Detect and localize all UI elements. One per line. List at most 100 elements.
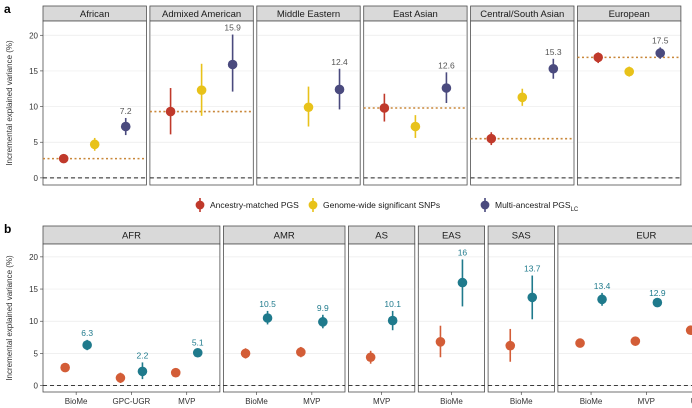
data-point [379,103,390,113]
data-point [60,362,70,373]
legend-label-text: Ancestry-matched PGS [210,200,299,210]
legend-swatch-point [308,200,318,210]
y-tick-label: 15 [29,67,38,76]
data-point [227,59,238,70]
data-point [137,366,148,377]
data-point [575,338,585,348]
facet-strip-label: European [609,9,650,20]
y-axis-title: Incremental explained variance (%) [5,255,14,381]
panel-letter-b: b [4,222,11,236]
legend-label: Multi-ancestral PGSLC [495,200,579,213]
value-label: 13.7 [524,264,541,274]
data-point [517,92,528,103]
legend-label: Genome-wide significant SNPs [323,200,440,210]
data-point [58,153,69,164]
facet-strip-label: EAS [442,231,461,242]
legend-swatch-point [195,200,205,210]
facet-strip-label: Central/South Asian [480,9,564,20]
data-point [196,85,207,95]
data-point [296,347,306,357]
data-point [548,63,559,74]
data-point [486,133,497,144]
data-point [318,317,328,327]
value-label: 17.5 [652,35,669,45]
x-tick-label-biome: BioMe [510,397,533,406]
value-label: 5.1 [192,338,204,348]
facet-strip-label: AS [375,231,388,242]
data-point [457,277,468,288]
facet-panel [42,20,147,186]
facet-panel [487,243,555,393]
value-label: 13.4 [594,281,611,291]
data-point [365,352,376,363]
x-tick-label-biome: BioMe [245,397,268,406]
data-point [593,52,603,63]
data-point [527,292,538,303]
facet-panel [222,243,346,393]
x-tick-label-mvp: MVP [373,397,390,406]
x-tick-label-mvp: MVP [638,397,655,406]
x-tick-label-ukbb: UKBB [691,397,692,406]
value-label: 10.5 [259,299,276,309]
facet-panel [363,20,468,186]
data-point [262,313,273,323]
data-point [120,121,131,132]
y-tick-label: 10 [29,317,38,326]
legend-a: Ancestry-matched PGS Genome-wide signific… [195,198,579,213]
data-point [435,337,446,347]
data-point [441,83,452,93]
chart-b: 0 5 10 15 20 Incremental explained variance (… [5,225,692,406]
x-tick-label-mvp: MVP [303,397,320,406]
y-tick-label: 15 [29,285,38,294]
facet-strip-label: East Asian [393,9,438,20]
data-point [165,106,176,117]
facet-panel [348,243,416,393]
value-label: 10.1 [384,299,401,309]
data-point [89,139,100,150]
legend-swatch-point [480,200,490,210]
value-label: 9.9 [317,303,329,313]
data-point [685,325,692,336]
value-label: 12.9 [649,288,666,298]
facet-strip-label: Middle Eastern [277,9,340,20]
y-tick-label: 10 [29,103,38,112]
legend-label-text: Genome-wide significant SNPs [323,200,440,210]
y-tick-label: 0 [34,382,39,391]
facet-strip-label: AMR [274,231,295,242]
data-point [652,297,663,308]
legend-label-subscript: LC [571,207,579,213]
data-point [192,347,203,358]
value-label: 2.2 [137,350,149,360]
data-point [597,294,607,305]
data-point [303,102,314,113]
y-tick-label: 20 [29,31,38,40]
data-point [240,348,251,359]
facet-strip-label: AFR [122,231,141,242]
y-axis-title: Incremental explained variance (%) [5,40,14,166]
value-label: 16 [458,247,468,257]
facet-strip [557,225,692,245]
y-tick-label: 20 [29,253,38,262]
data-point [410,121,421,132]
y-tick-label: 0 [34,174,39,183]
data-point [115,373,126,383]
facet-strip-label: Admixed American [162,9,241,20]
facet-strip-label: EUR [636,231,656,242]
data-point [82,340,92,350]
chart-a: 0 5 10 15 20 Incremental explained variance (… [5,5,682,186]
data-point [505,340,516,351]
facet-panel [577,20,682,186]
data-point [624,66,634,77]
value-label: 6.3 [81,328,93,338]
value-label: 15.3 [545,47,562,57]
value-label: 7.2 [120,106,132,116]
legend-label: Ancestry-matched PGS [210,200,299,210]
facet-strip-label: SAS [512,231,531,242]
value-label: 12.6 [438,60,455,70]
x-tick-label-mvp: MVP [178,397,195,406]
x-tick-label-biome: BioMe [65,397,88,406]
y-tick-label: 5 [34,138,39,147]
data-point [334,84,345,95]
data-point [630,336,641,346]
